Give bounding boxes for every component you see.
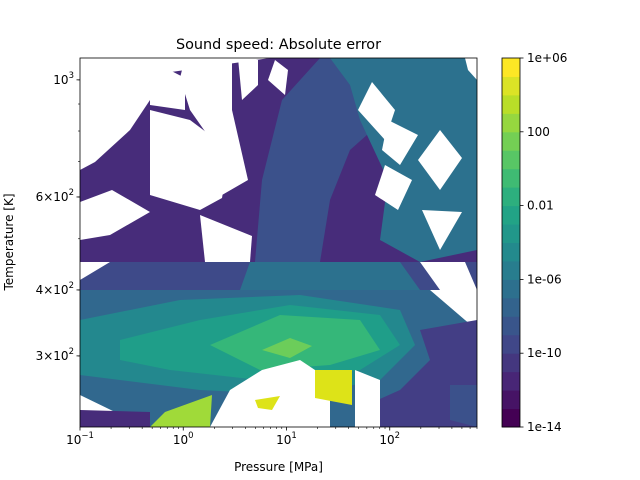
colorbar-band [502,371,520,391]
contour-gap-right-b [382,120,418,165]
contour-gap-upper-mid [150,60,185,110]
x-axis-label: Pressure [MPa] [234,460,323,474]
colorbar-tick-label: 1e-14 [527,420,562,434]
x-tick-label: 10−1 [66,431,94,447]
colorbar-tick-label: 100 [527,125,550,139]
contour-gap-middle-left [80,262,110,280]
contour-region-middle-teal [240,262,420,290]
colorbar-frame [501,57,521,428]
contour-regions [80,58,477,427]
contour-region-yellow-small [255,396,280,410]
colorbar-band [502,94,520,114]
colorbar-band [502,242,520,262]
contour-gap-center-lower [200,215,252,262]
contour-region-hot-core [262,338,312,358]
contour-gap-left-lower [80,190,150,240]
contour-plot-area [79,57,478,428]
colorbar-band [502,131,520,151]
contour-region-lower-right-blue [450,385,477,427]
x-tick-label: 100 [173,431,194,447]
colorbar-band [502,168,520,188]
y-tick-label: 103 [53,71,74,87]
contour-gap-right-d [375,165,412,210]
contour-region-lower-left-dark [80,410,150,427]
contour-gap-top-b [268,60,288,95]
y-axis-label: Temperature [K] [2,193,16,291]
colorbar-band [502,316,520,336]
x-tick-label: 101 [276,431,297,447]
colorbar-tick-label: 1e+06 [527,51,567,65]
x-tick-label: 102 [379,431,400,447]
y-tick-label: 4×102 [36,281,74,297]
contour-gap-upper-center [150,110,230,210]
colorbar-band [502,187,520,207]
colorbar-band [502,76,520,96]
colorbar-tick-label: 1e-10 [527,346,562,360]
colorbar-ticks: 1e-14 1e-10 1e-06 0.01 100 1e+06 [520,51,567,434]
colorbar-band [502,113,520,133]
contour-region-lime-strip [150,395,212,427]
colorbar-tick-label: 1e-06 [527,272,562,286]
colorbar-band [502,224,520,243]
contour-region-yellow-strip [315,370,352,405]
plot-frame [79,57,478,428]
contour-gap-lower-center [210,360,330,427]
contour-gap-right-a [358,82,395,140]
colorbar-band [502,150,520,170]
contour-gap-left [80,58,150,170]
y-axis-ticks: 3×102 4×102 6×102 103 [36,71,80,363]
colorbar-band [502,353,520,373]
colorbar: 1e-14 1e-10 1e-06 0.01 100 1e+06 [501,51,567,434]
contour-gap-upper-left [180,58,248,195]
colorbar-bands [502,58,520,428]
colorbar-band [502,390,520,410]
contour-gap-right-e [422,210,462,250]
colorbar-band [502,408,520,428]
chart-title: Sound speed: Absolute error [176,37,381,53]
x-axis-ticks: 10−1 100 101 102 [66,427,478,447]
colorbar-band [502,279,520,299]
colorbar-band [502,297,520,317]
y-tick-label: 3×102 [36,347,74,363]
contour-gap-lower-right [355,370,380,427]
contour-gap-right-f [465,58,477,80]
contour-gap-right-c [418,130,462,190]
y-tick-label: 6×102 [36,188,74,204]
colorbar-band [502,334,520,354]
contour-region-lower-right-dark [355,320,477,427]
colorbar-band [502,260,520,280]
contour-gap-middle-right [420,262,477,290]
colorbar-tick-label: 0.01 [527,199,554,213]
contour-gap-top-a [238,58,258,100]
colorbar-band [502,58,520,77]
colorbar-band [502,205,520,225]
